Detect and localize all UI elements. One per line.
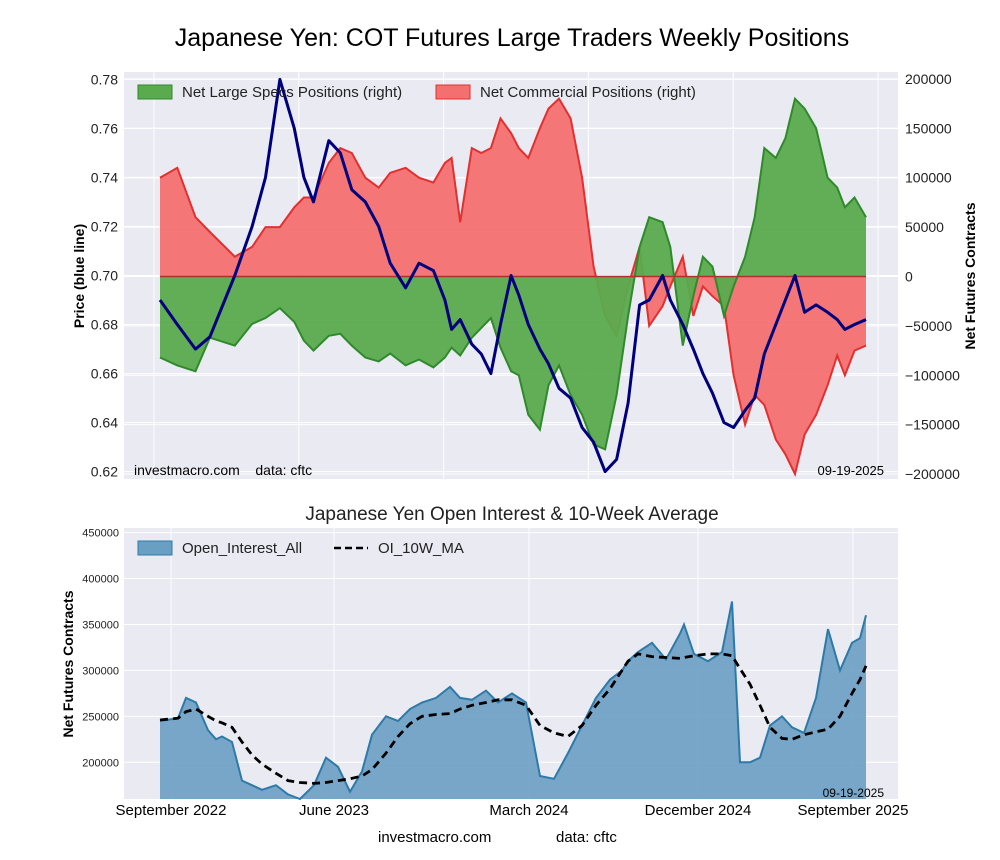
right-y-tick-label: −50000 [905,318,952,334]
oi-ma-polyline [159,652,868,785]
legend-swatch-open-interest [137,540,173,556]
net-large-specs-line [159,96,867,451]
bottom-y-tick-label: 200000 [82,757,119,769]
bottom-y-tick-label: 250000 [82,711,119,723]
price-polyline [158,77,867,474]
right-y-tick-label: 0 [905,268,913,284]
bottom-x-tick-label: September 2025 [798,802,909,819]
bottom-y-tick-label: 450000 [82,528,119,540]
legend-label-open-interest: Open_Interest_All [182,540,302,557]
bottom-x-tick-label: December 2024 [645,802,752,819]
left-y-tick-label: 0.72 [91,218,118,234]
footer-site: investmacro.com [378,829,491,846]
open-interest-line [159,601,867,801]
right-y-tick-labels: −200000 −150000 −100000 −50000 0 50000 100000 1… [905,71,960,482]
top-source-annotation: investmacro.com data: cftc [134,462,312,478]
bottom-panel: Japanese Yen Open Interest & 10-Week Ave… [60,504,908,846]
left-y-tick-label: 0.74 [91,169,118,185]
bottom-y-axis-label: Net Futures Contracts [60,590,76,737]
left-y-tick-label: 0.78 [91,71,118,87]
legend-swatch-specs [137,84,173,100]
left-y-tick-label: 0.62 [91,464,118,480]
bottom-date-annotation: 09-19-2025 [823,786,885,800]
bottom-x-tick-labels: September 2022 June 2023 March 2024 Decembe… [116,802,909,819]
legend-swatch-commercial [435,84,471,100]
right-y-tick-label: −100000 [905,367,960,383]
open-interest-fill [160,601,866,799]
bottom-y-tick-label: 300000 [82,665,119,677]
left-y-tick-label: 0.70 [91,268,118,284]
legend-label-ma: OI_10W_MA [378,540,464,557]
left-y-tick-label: 0.64 [91,415,118,431]
bottom-legend: Open_Interest_All OI_10W_MA [137,540,464,557]
legend-label-commercial: Net Commercial Positions (right) [480,84,696,101]
net-commercial-fill [160,98,866,475]
bottom-y-tick-label: 400000 [82,574,119,586]
bottom-y-tick-labels: 200000 250000 300000 350000 400000 450000 [82,528,119,770]
legend-label-specs: Net Large Specs Positions (right) [182,84,402,101]
left-y-tick-label: 0.68 [91,317,118,333]
top-date-annotation: 09-19-2025 [818,463,885,478]
left-y-tick-label: 0.76 [91,120,118,136]
price-line [158,77,867,474]
bottom-y-tick-label: 350000 [82,619,119,631]
top-legend: Net Large Specs Positions (right) Net Co… [137,84,696,101]
right-y-tick-label: 200000 [905,71,952,87]
footer-data-source: data: cftc [556,829,617,846]
right-y-tick-label: −150000 [905,417,960,433]
open-interest-area [159,601,867,801]
left-y-tick-label: 0.66 [91,366,118,382]
left-y-tick-labels: 0.62 0.64 0.66 0.68 0.70 0.72 0.74 0.76 0.78 [91,71,118,479]
left-y-axis-label: Price (blue line) [71,224,87,328]
top-panel: 0.62 0.64 0.66 0.68 0.70 0.72 0.74 0.76 0.78 −20… [71,71,978,482]
chart-title: Japanese Yen: COT Futures Large Traders … [175,24,849,52]
net-large-specs-fill [160,98,866,450]
right-y-tick-label: 150000 [905,120,952,136]
right-y-axis-label: Net Futures Contracts [962,202,978,349]
right-y-tick-label: −200000 [905,466,960,482]
bottom-x-tick-label: June 2023 [299,802,369,819]
bottom-x-tick-label: March 2024 [489,802,568,819]
right-y-tick-label: 100000 [905,170,952,186]
right-y-tick-label: 50000 [905,219,944,235]
bottom-chart-title: Japanese Yen Open Interest & 10-Week Ave… [305,504,718,525]
oi-10w-ma-line [159,652,868,785]
bottom-x-tick-label: September 2022 [116,802,227,819]
